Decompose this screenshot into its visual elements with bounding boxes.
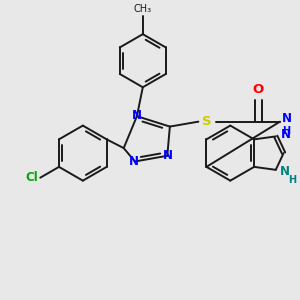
Text: N: N [282,112,292,125]
Text: Cl: Cl [26,171,38,184]
Text: N: N [129,155,139,168]
Text: O: O [253,83,264,96]
Text: N: N [132,109,142,122]
Text: CH₃: CH₃ [134,4,152,14]
Text: N: N [281,128,291,141]
Text: H: H [282,125,290,136]
Text: N: N [280,165,290,178]
Text: H: H [289,175,297,185]
Text: N: N [163,149,173,162]
Text: S: S [202,115,212,128]
